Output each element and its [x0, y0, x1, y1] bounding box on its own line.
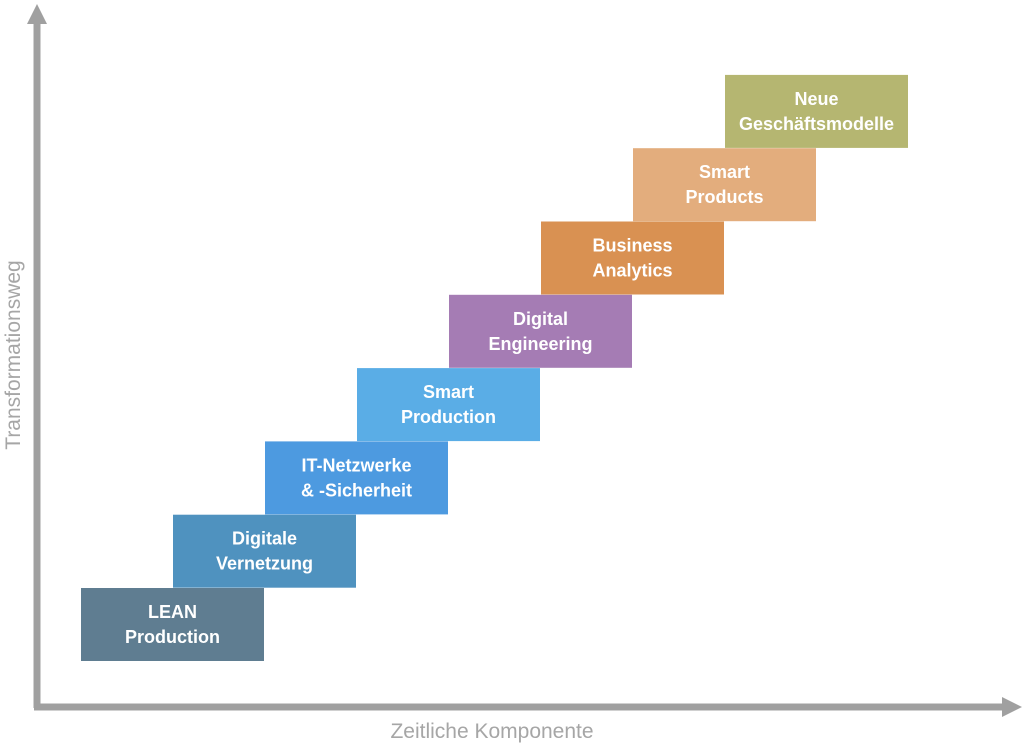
step-box	[633, 148, 816, 222]
step-label: Geschäftsmodelle	[739, 114, 894, 134]
step-label: Smart	[423, 382, 474, 402]
step-label: Digitale	[232, 529, 297, 549]
step-box	[357, 368, 540, 442]
step: Digital Engineering	[449, 294, 632, 368]
y-axis-arrow	[27, 4, 47, 24]
step-box	[173, 514, 356, 588]
step-box	[81, 588, 264, 661]
x-axis-arrow	[1002, 697, 1022, 717]
step-box	[265, 441, 448, 515]
step-label: IT-Netzwerke	[301, 455, 411, 475]
step: IT-Netzwerke & -Sicherheit	[265, 441, 448, 515]
step-box	[541, 221, 724, 295]
step: LEAN Production	[81, 588, 264, 661]
step-label: Neue	[794, 89, 838, 109]
step-label: Engineering	[488, 334, 592, 354]
steps: LEAN Production Digitale Vernetzung IT-Netzw…	[81, 74, 908, 661]
step-label: LEAN	[148, 602, 197, 622]
step: Smart Products	[633, 148, 816, 222]
step-label: Production	[125, 627, 220, 647]
y-axis-label: Transformationsweg	[2, 260, 25, 449]
step-label: Digital	[513, 309, 568, 329]
step: Neue Geschäftsmodelle	[725, 74, 908, 148]
step-box	[725, 74, 908, 148]
step-label: Smart	[699, 162, 750, 182]
axes	[27, 4, 1022, 717]
step: Digitale Vernetzung	[173, 514, 356, 588]
step: Business Analytics	[541, 221, 724, 295]
step-label: & -Sicherheit	[301, 480, 412, 500]
step: Smart Production	[357, 368, 540, 442]
step-label: Business	[592, 236, 672, 256]
step-label: Products	[685, 187, 763, 207]
step-label: Production	[401, 407, 496, 427]
x-axis-label: Zeitliche Komponente	[390, 720, 593, 743]
step-box	[449, 294, 632, 368]
step-label: Vernetzung	[216, 554, 313, 574]
step-label: Analytics	[592, 261, 672, 281]
